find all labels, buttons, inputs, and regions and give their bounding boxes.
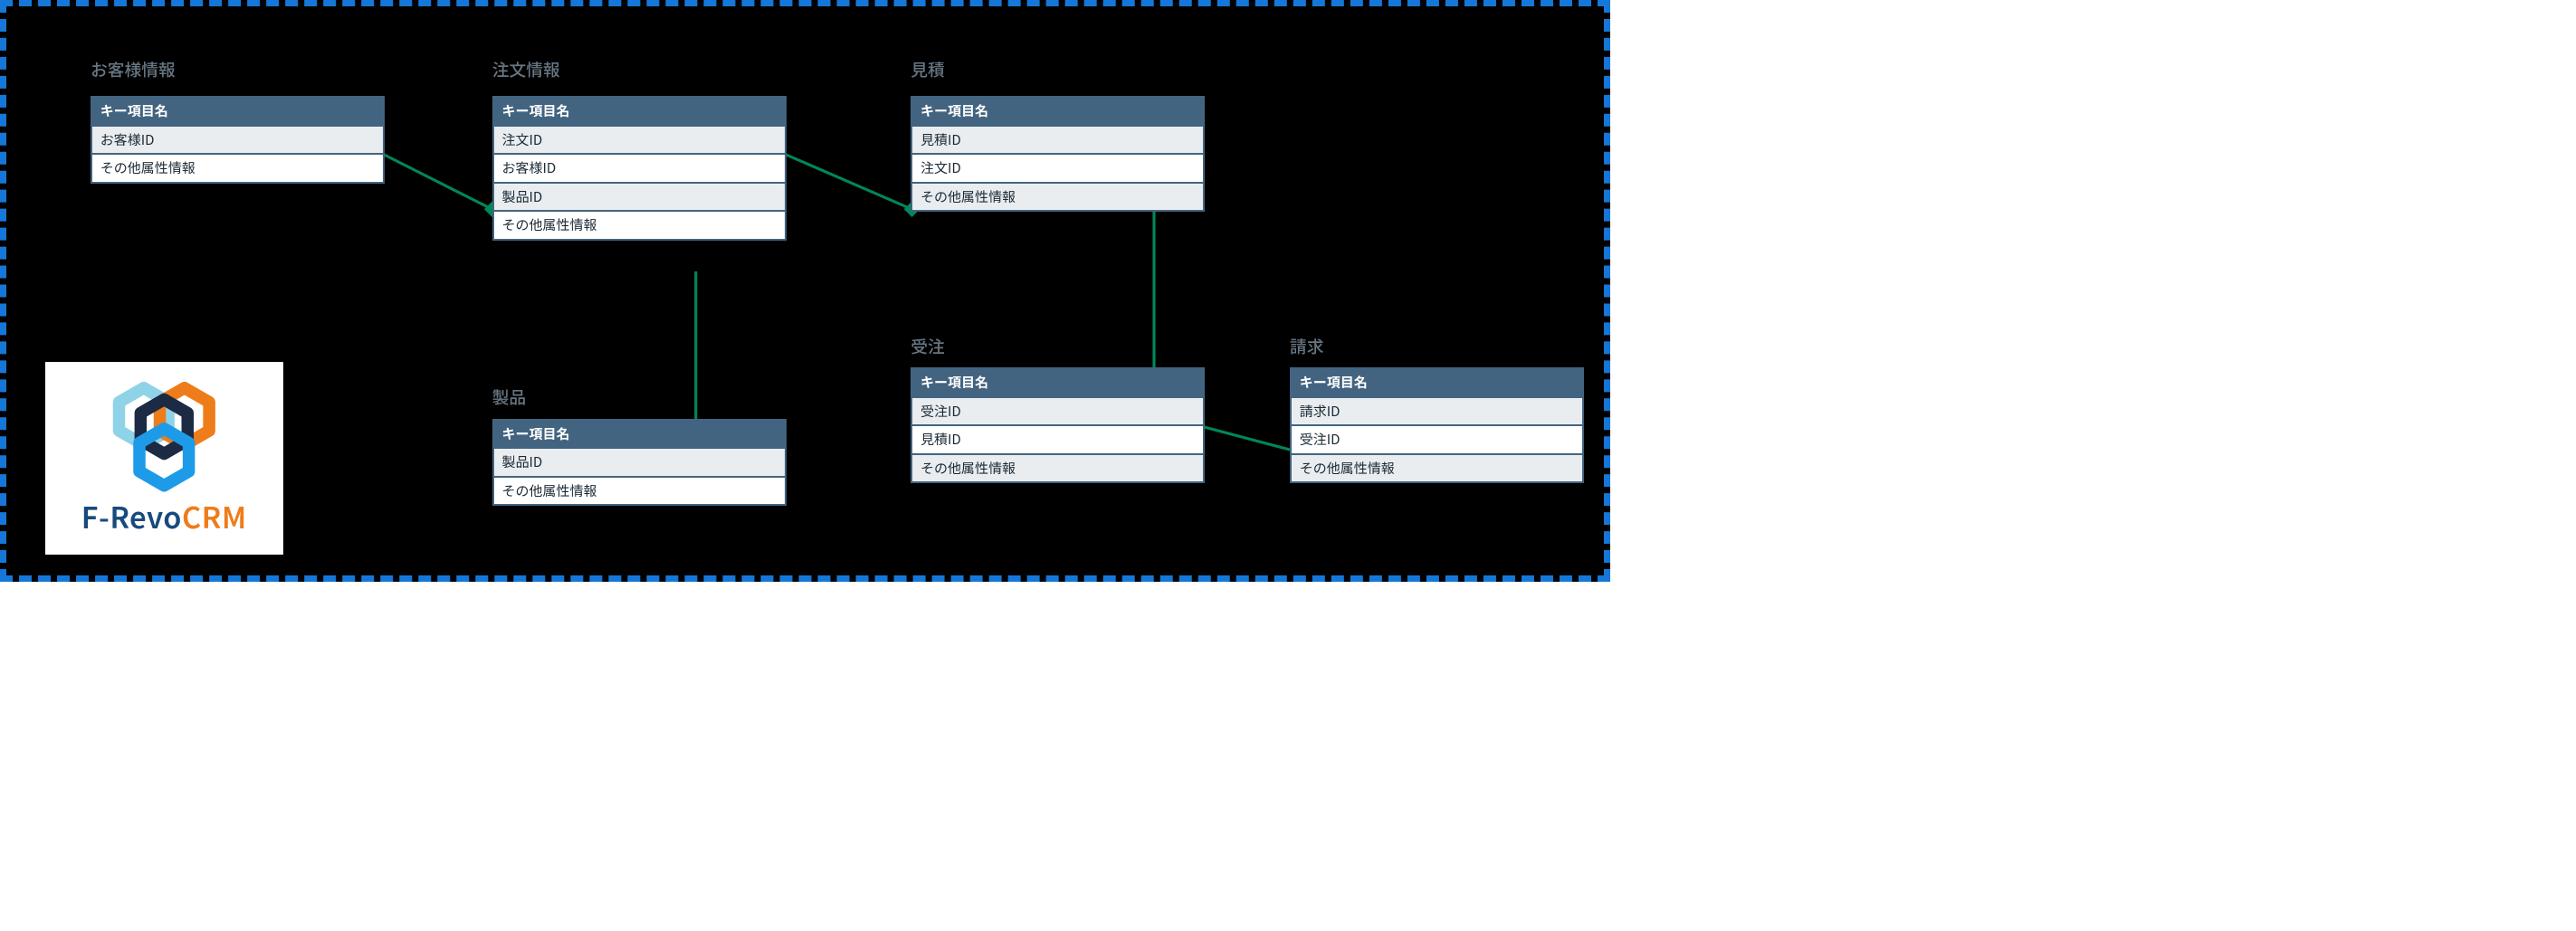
table-cell: 受注ID	[911, 397, 1204, 426]
table-cell: その他属性情報	[1291, 454, 1583, 483]
logo-text-part: F-Revo	[81, 495, 182, 537]
table-order: キー項目名注文IDお客様ID製品IDその他属性情報	[492, 96, 787, 241]
table-cell: 注文ID	[911, 154, 1204, 183]
logo-hex-icon	[87, 379, 242, 495]
table-cell: その他属性情報	[493, 477, 786, 506]
table-cell: 製品ID	[493, 183, 786, 212]
table-cell: その他属性情報	[493, 211, 786, 240]
table-header: キー項目名	[911, 368, 1204, 397]
logo-text: F-RevoCRM	[81, 495, 247, 537]
table-cell: 注文ID	[493, 126, 786, 155]
table-invoice: キー項目名請求ID受注IDその他属性情報	[1290, 367, 1584, 483]
table-header: キー項目名	[91, 97, 384, 126]
frevocrm-logo: F-RevoCRM	[45, 362, 283, 555]
table-cell: 見積ID	[911, 425, 1204, 454]
table-product: キー項目名製品IDその他属性情報	[492, 419, 787, 507]
table-quote: キー項目名見積ID注文IDその他属性情報	[911, 96, 1205, 212]
table-customer: キー項目名お客様IDその他属性情報	[91, 96, 385, 184]
table-title-quote: 見積	[911, 57, 945, 81]
table-header: キー項目名	[493, 97, 786, 126]
table-title-invoice: 請求	[1290, 334, 1324, 358]
table-header: キー項目名	[1291, 368, 1583, 397]
table-sales_order: キー項目名受注ID見積IDその他属性情報	[911, 367, 1205, 483]
table-header: キー項目名	[911, 97, 1204, 126]
table-title-customer: お客様情報	[91, 57, 176, 81]
table-cell: 請求ID	[1291, 397, 1583, 426]
table-title-product: 製品	[492, 385, 527, 409]
logo-text-part: CRM	[182, 495, 247, 537]
diagram-stage: お客様情報キー項目名お客様IDその他属性情報注文情報キー項目名注文IDお客様ID…	[0, 0, 1610, 582]
table-cell: お客様ID	[91, 126, 384, 155]
table-cell: その他属性情報	[911, 183, 1204, 212]
table-cell: お客様ID	[493, 154, 786, 183]
table-cell: 製品ID	[493, 448, 786, 477]
table-title-sales_order: 受注	[911, 334, 945, 358]
table-cell: その他属性情報	[911, 454, 1204, 483]
table-cell: その他属性情報	[91, 154, 384, 183]
table-header: キー項目名	[493, 420, 786, 449]
table-cell: 受注ID	[1291, 425, 1583, 454]
table-title-order: 注文情報	[492, 57, 560, 81]
table-cell: 見積ID	[911, 126, 1204, 155]
